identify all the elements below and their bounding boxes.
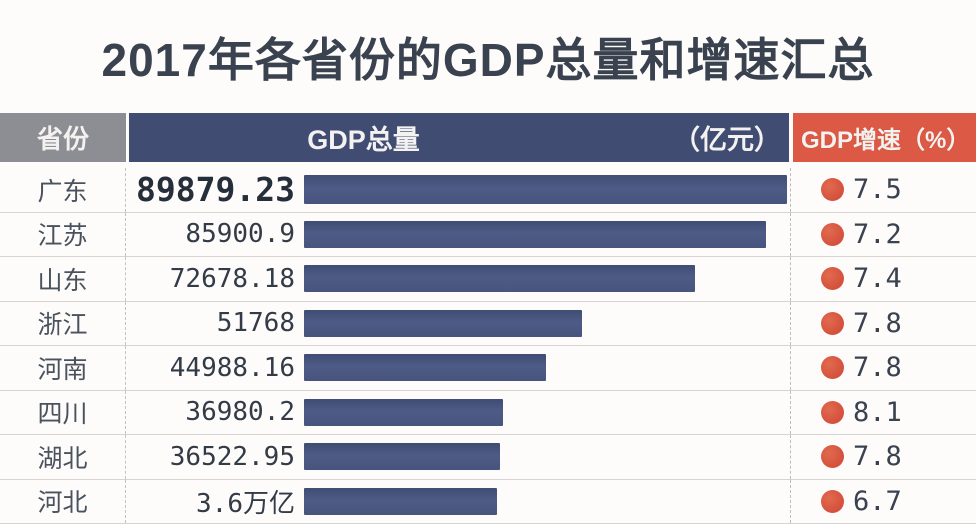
- gdp-bar-cell: [295, 346, 790, 390]
- gdp-bar-cell: [295, 391, 790, 435]
- gdp-bar: [304, 265, 695, 293]
- growth-dot-icon: [821, 356, 844, 380]
- province-label: 浙江: [0, 301, 126, 345]
- growth-cell: 7.4: [790, 257, 976, 301]
- growth-dot-icon: [821, 222, 844, 246]
- chart-title: 2017年各省份的GDP总量和增速汇总: [101, 33, 875, 86]
- province-label: 河北: [0, 479, 126, 523]
- gdp-bar: [304, 175, 787, 205]
- province-label: 河南: [0, 346, 126, 390]
- title-bar: 2017年各省份的GDP总量和增速汇总: [0, 0, 976, 113]
- growth-cell: 7.2: [790, 212, 976, 256]
- gdp-bar-cell: [295, 168, 790, 212]
- gdp-bar-cell: [295, 213, 790, 257]
- province-label: 广东: [0, 168, 126, 212]
- table-row: 浙江 51768 7.8: [0, 301, 976, 346]
- growth-value-label: 7.4: [853, 263, 902, 295]
- province-label: 山东: [0, 257, 126, 301]
- province-label: 江苏: [0, 212, 126, 256]
- gdp-value-label: 89879.23: [136, 170, 295, 210]
- gdp-bar-cell: [295, 257, 790, 301]
- header-gdp-total-label: GDP总量: [307, 125, 420, 155]
- gdp-value-label: 3.6万亿: [196, 488, 295, 519]
- growth-dot-icon: [821, 400, 844, 424]
- gdp-bar: [304, 487, 497, 515]
- gdp-bar-cell: [295, 302, 790, 346]
- province-label: 湖北: [0, 435, 126, 479]
- growth-dot-icon: [821, 267, 844, 291]
- table-body: 广东 89879.23 7.5 江苏 85900.9 7.2 山东 72678.…: [0, 168, 976, 524]
- province-label: 四川: [0, 390, 126, 434]
- gdp-value-label: 36980.2: [185, 397, 295, 428]
- table-row: 山东 72678.18 7.4: [0, 257, 976, 302]
- table-row: 湖北 36522.95 7.8: [0, 435, 976, 480]
- growth-dot-icon: [821, 311, 844, 335]
- table-row: 江苏 85900.9 7.2: [0, 212, 976, 257]
- growth-value-label: 7.8: [853, 441, 902, 473]
- growth-cell: 7.8: [790, 346, 976, 390]
- growth-value-label: 6.7: [853, 485, 902, 517]
- table-row: 四川 36980.2 8.1: [0, 390, 976, 435]
- gdp-bar: [304, 398, 503, 426]
- gdp-bar: [304, 220, 766, 248]
- growth-value-label: 7.8: [853, 307, 902, 339]
- growth-cell: 7.8: [790, 435, 976, 479]
- growth-value-label: 7.8: [853, 352, 902, 384]
- growth-value-label: 8.1: [853, 396, 902, 428]
- header-gdp-total: GDP总量 （亿元）: [129, 113, 789, 162]
- gdp-bar-cell: [295, 435, 790, 479]
- table-header: 省份 GDP总量 （亿元） GDP增速（%）: [0, 113, 976, 162]
- header-province: 省份: [0, 113, 126, 162]
- growth-cell: 7.5: [790, 168, 976, 212]
- header-gdp-unit-label: （亿元）: [673, 125, 781, 155]
- growth-value-label: 7.5: [853, 174, 902, 206]
- growth-cell: 6.7: [790, 479, 976, 523]
- gdp-bar: [304, 309, 582, 337]
- gdp-value-label: 72678.18: [169, 263, 295, 294]
- table-row: 广东 89879.23 7.5: [0, 168, 976, 213]
- growth-dot-icon: [821, 445, 844, 469]
- gdp-value-label: 51768: [216, 308, 295, 339]
- header-gdp-growth: GDP增速（%）: [793, 113, 976, 162]
- gdp-bar: [304, 354, 546, 382]
- table-row: 河北 3.6万亿 6.7: [0, 479, 976, 524]
- gdp-value-label: 36522.95: [169, 441, 295, 472]
- growth-dot-icon: [821, 178, 844, 202]
- growth-dot-icon: [821, 489, 844, 513]
- table-row: 河南 44988.16 7.8: [0, 346, 976, 391]
- growth-value-label: 7.2: [853, 218, 902, 250]
- gdp-bar-cell: [295, 480, 790, 524]
- gdp-value-label: 85900.9: [185, 219, 295, 250]
- growth-cell: 7.8: [790, 301, 976, 345]
- gdp-bar: [304, 443, 500, 471]
- growth-cell: 8.1: [790, 390, 976, 434]
- gdp-value-label: 44988.16: [169, 352, 295, 383]
